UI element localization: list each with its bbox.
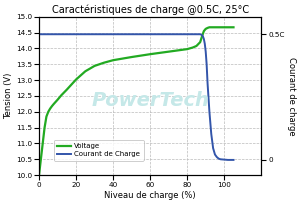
Voltage <box>50 105 54 107</box>
Voltage <box>65 88 69 91</box>
Courant de Charge <box>62 33 66 35</box>
Voltage <box>230 26 233 29</box>
Voltage <box>102 62 106 64</box>
Voltage <box>206 27 209 29</box>
Voltage <box>39 158 43 161</box>
Voltage <box>59 94 63 96</box>
Courant de Charge <box>226 159 230 161</box>
Voltage <box>176 49 180 52</box>
Voltage <box>167 50 170 53</box>
Voltage <box>111 59 115 61</box>
Voltage <box>83 70 87 72</box>
Courant de Charge <box>37 33 41 35</box>
Voltage <box>226 26 230 29</box>
Voltage <box>208 26 211 29</box>
Voltage <box>232 26 235 29</box>
Voltage <box>195 45 198 47</box>
Text: PowerTech: PowerTech <box>91 91 209 110</box>
Voltage <box>198 41 202 43</box>
Voltage <box>217 26 220 29</box>
Courant de Charge <box>74 33 78 35</box>
Voltage <box>213 26 217 29</box>
X-axis label: Niveau de charge (%): Niveau de charge (%) <box>104 191 196 200</box>
Courant de Charge <box>161 33 165 35</box>
Courant de Charge <box>46 33 49 35</box>
Voltage <box>191 46 194 49</box>
Courant de Charge <box>232 159 235 161</box>
Voltage <box>46 111 50 113</box>
Voltage <box>185 48 189 50</box>
Voltage <box>37 174 41 176</box>
Y-axis label: Tension (V): Tension (V) <box>4 73 13 119</box>
Voltage <box>41 142 44 145</box>
Courant de Charge <box>99 33 103 35</box>
Voltage <box>93 65 96 67</box>
Y-axis label: Courant de charge: Courant de charge <box>287 57 296 135</box>
Voltage <box>45 115 48 118</box>
Voltage <box>148 53 152 55</box>
Line: Courant de Charge: Courant de Charge <box>39 34 233 160</box>
Voltage <box>209 26 213 29</box>
Voltage <box>48 108 52 110</box>
Voltage <box>130 56 134 58</box>
Voltage <box>52 103 56 105</box>
Title: Caractéristiques de charge @0.5C, 25°C: Caractéristiques de charge @0.5C, 25°C <box>52 4 249 15</box>
Voltage <box>204 28 208 30</box>
Voltage <box>202 30 206 32</box>
Line: Voltage: Voltage <box>39 27 233 175</box>
Legend: Voltage, Courant de Charge: Voltage, Courant de Charge <box>54 140 144 161</box>
Voltage <box>200 35 204 38</box>
Voltage <box>43 126 46 129</box>
Voltage <box>56 99 59 101</box>
Voltage <box>74 78 78 81</box>
Voltage <box>222 26 226 29</box>
Courant de Charge <box>201 35 205 38</box>
